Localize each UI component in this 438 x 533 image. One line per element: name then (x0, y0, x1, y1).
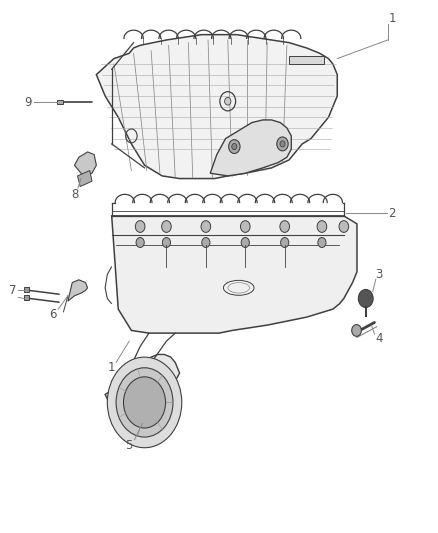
Circle shape (317, 221, 327, 232)
Polygon shape (210, 120, 291, 176)
Text: 3: 3 (375, 268, 382, 281)
Text: 9: 9 (25, 96, 32, 109)
Text: 7: 7 (9, 284, 17, 297)
Circle shape (352, 325, 361, 336)
Circle shape (225, 98, 231, 105)
Text: 5: 5 (126, 439, 133, 451)
Text: 1: 1 (108, 361, 116, 374)
Circle shape (162, 221, 171, 232)
Polygon shape (78, 171, 92, 187)
Polygon shape (68, 280, 88, 301)
Circle shape (229, 140, 240, 154)
Circle shape (240, 221, 250, 232)
Polygon shape (105, 354, 180, 413)
Circle shape (339, 221, 349, 232)
Circle shape (124, 377, 166, 428)
Circle shape (136, 238, 144, 247)
Text: 1: 1 (388, 12, 396, 25)
Circle shape (280, 141, 285, 147)
Circle shape (277, 137, 288, 151)
Circle shape (116, 368, 173, 437)
Circle shape (162, 238, 170, 247)
Circle shape (318, 238, 326, 247)
Circle shape (202, 238, 210, 247)
Circle shape (232, 143, 237, 150)
Circle shape (135, 221, 145, 232)
Text: 8: 8 (71, 188, 78, 201)
Circle shape (241, 238, 249, 247)
FancyBboxPatch shape (24, 287, 29, 292)
Text: 6: 6 (49, 308, 57, 321)
FancyBboxPatch shape (24, 295, 29, 300)
Circle shape (358, 289, 373, 308)
Circle shape (107, 357, 182, 448)
Text: 2: 2 (388, 207, 396, 220)
Circle shape (201, 221, 211, 232)
Circle shape (281, 238, 289, 247)
Circle shape (280, 221, 290, 232)
Polygon shape (289, 56, 324, 64)
Polygon shape (112, 216, 357, 333)
Polygon shape (74, 152, 96, 176)
Polygon shape (96, 35, 337, 179)
Text: 4: 4 (375, 332, 383, 345)
FancyBboxPatch shape (57, 100, 63, 104)
